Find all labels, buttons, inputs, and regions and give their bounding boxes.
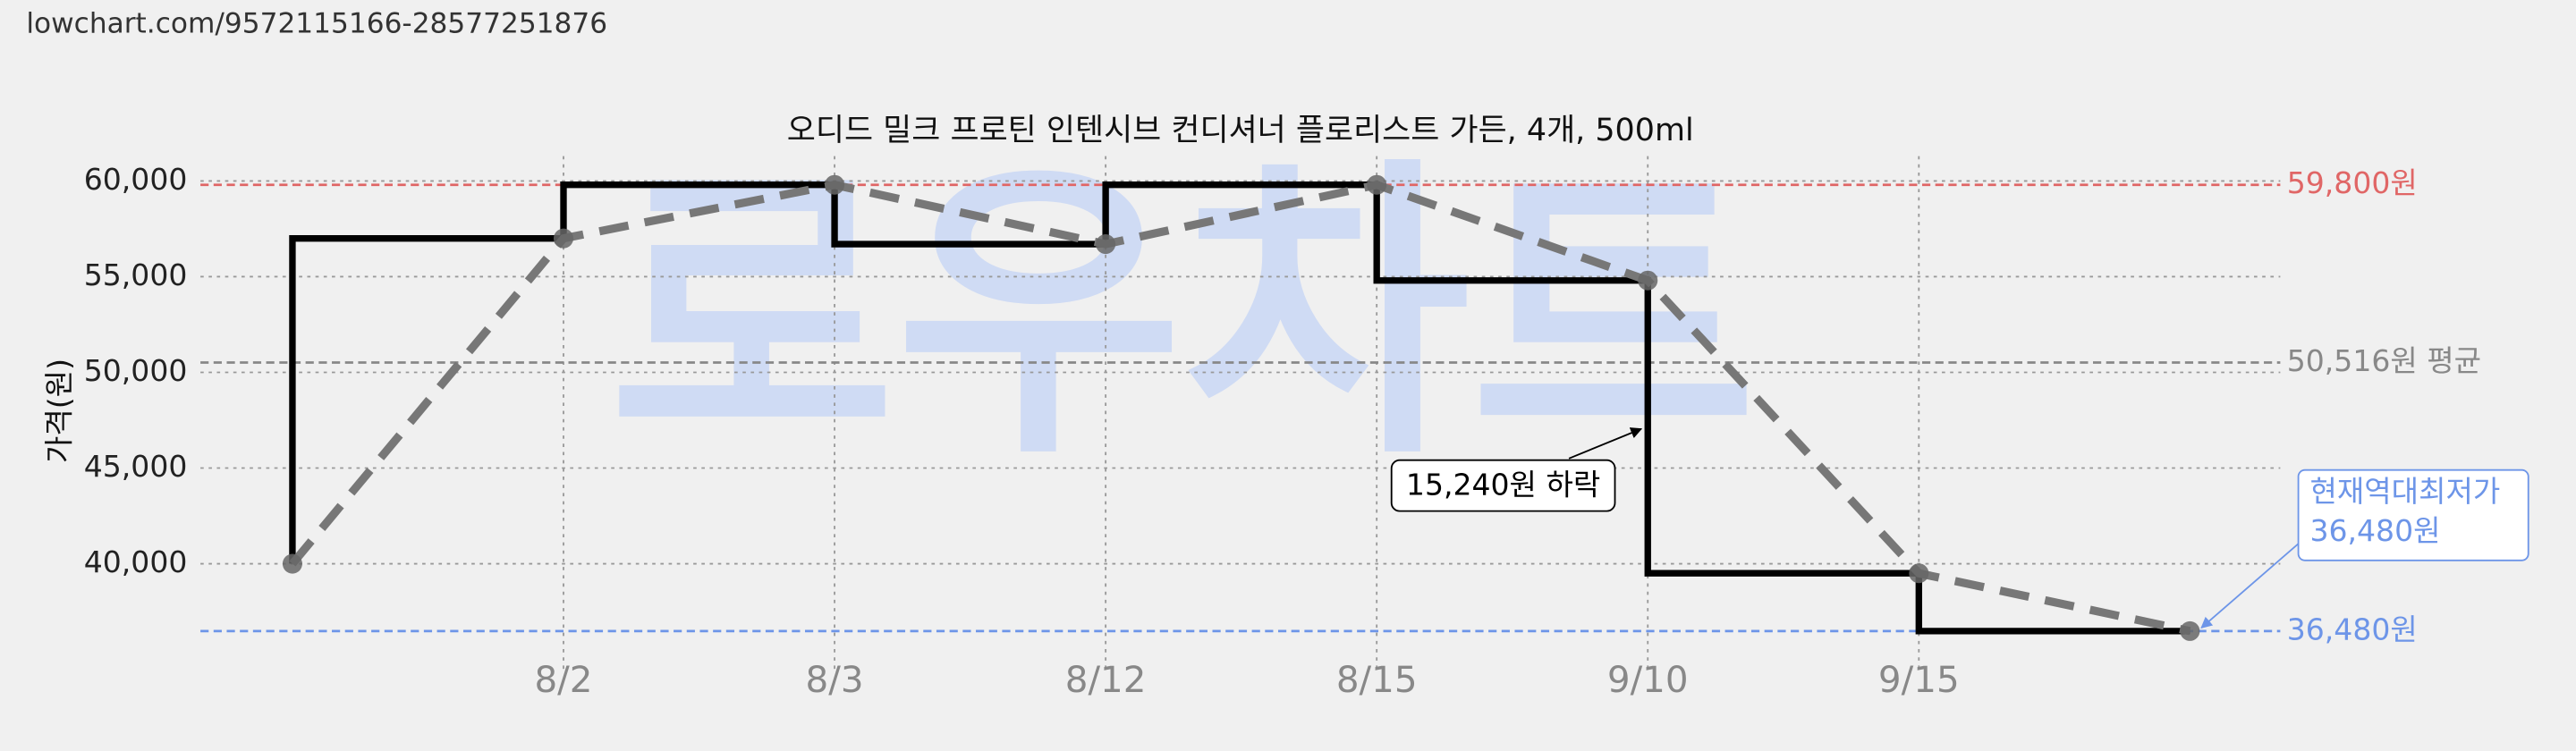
annotation-box: [2297, 468, 2529, 561]
point: [2180, 620, 2200, 641]
point: [1096, 234, 1116, 255]
trend-line: [289, 180, 2191, 636]
annotation-text: 현재역대최저가: [2309, 474, 2500, 509]
y-tick-label: 60,000: [84, 162, 188, 197]
x-tick-label: 8/2: [534, 658, 592, 701]
x-tick-label: 8/3: [806, 658, 864, 701]
point: [553, 228, 574, 249]
annotation-arrow: [1568, 427, 1643, 460]
annotation-text: 36,480원: [2309, 513, 2440, 548]
y-tick-label: 40,000: [84, 544, 188, 579]
y-tick-label: 50,000: [84, 353, 188, 388]
x-tick-label: 8/15: [1336, 658, 1418, 701]
annotation-arrow: [2200, 541, 2301, 629]
reference-label: 59,800원: [2287, 165, 2418, 200]
point: [282, 553, 302, 574]
point: [1909, 563, 1929, 584]
annotation-box: [1390, 459, 1616, 512]
price-step-line: [289, 181, 2190, 635]
point: [825, 174, 845, 195]
x-tick-label: 9/15: [1878, 658, 1960, 701]
url: lowchart.com/9572115166-28577251876: [26, 8, 607, 40]
point: [1367, 174, 1387, 195]
x-tick-label: 8/12: [1065, 658, 1147, 701]
y-tick-label: 55,000: [84, 257, 188, 292]
reference-label: 50,516원 평균: [2287, 343, 2481, 378]
y-axis-label: 가격(원): [41, 359, 76, 463]
x-tick-label: 9/10: [1607, 658, 1689, 701]
y-tick-label: 45,000: [84, 449, 188, 484]
reference-label: 36,480원: [2287, 612, 2418, 646]
point: [1638, 270, 1658, 291]
annotation-text: 15,240원 하락: [1406, 468, 1600, 502]
chart-title: 오디드 밀크 프로틴 인텐시브 컨디셔너 플로리스트 가든, 4개, 500ml: [787, 113, 1694, 148]
